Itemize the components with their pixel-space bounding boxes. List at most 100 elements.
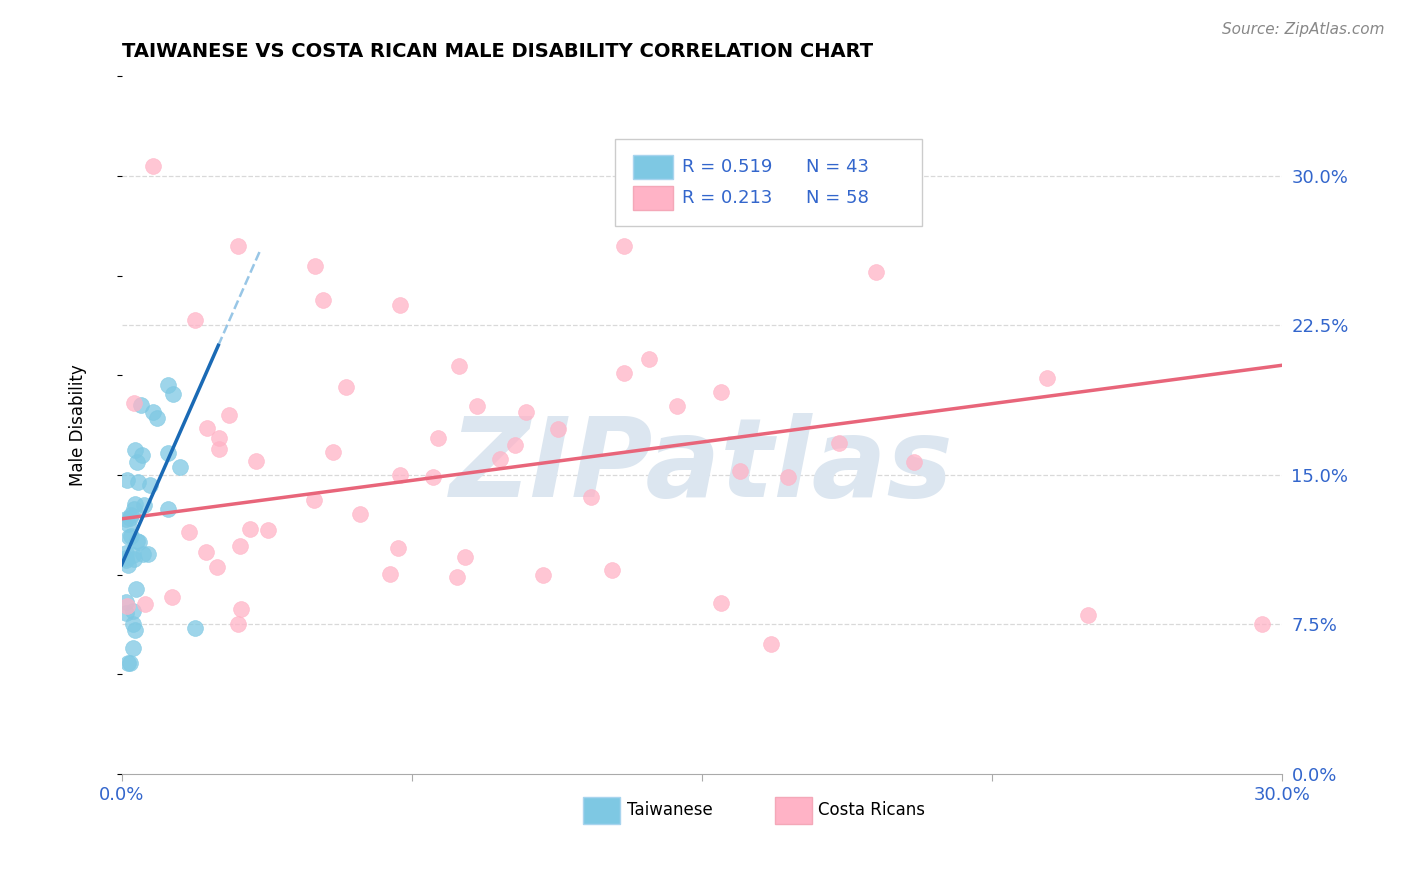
Point xyxy=(118,530,141,544)
Point xyxy=(138,548,160,562)
Point xyxy=(1077,607,1099,622)
Point xyxy=(387,541,409,556)
Point xyxy=(114,550,136,565)
Point xyxy=(120,529,142,543)
Point xyxy=(422,470,444,484)
Text: N = 43: N = 43 xyxy=(806,158,869,176)
Point xyxy=(205,560,228,574)
Point xyxy=(122,501,145,516)
Point xyxy=(728,464,751,478)
Point xyxy=(184,622,207,636)
Point xyxy=(128,534,150,549)
Point xyxy=(447,359,470,374)
Point xyxy=(239,523,262,537)
Point xyxy=(312,293,335,307)
Point xyxy=(503,438,526,452)
Text: ZIPatlas: ZIPatlas xyxy=(450,414,953,521)
Point xyxy=(127,475,149,489)
Point xyxy=(125,455,148,469)
Point xyxy=(229,601,252,615)
Point xyxy=(488,452,510,467)
Point xyxy=(142,159,165,173)
Point xyxy=(349,507,371,521)
FancyBboxPatch shape xyxy=(633,186,672,211)
Point xyxy=(115,599,138,613)
Point xyxy=(454,550,477,565)
Point xyxy=(120,656,142,670)
Point xyxy=(117,516,139,531)
Text: Taiwanese: Taiwanese xyxy=(627,801,713,820)
Text: R = 0.213: R = 0.213 xyxy=(682,189,772,207)
Point xyxy=(157,502,180,516)
FancyBboxPatch shape xyxy=(583,797,620,824)
Point xyxy=(710,596,733,610)
Point xyxy=(114,546,136,560)
Point xyxy=(776,470,799,484)
Point xyxy=(122,617,145,632)
Point xyxy=(613,366,636,380)
Point xyxy=(581,491,603,505)
Point xyxy=(515,405,537,419)
Point xyxy=(245,454,267,468)
Text: Source: ZipAtlas.com: Source: ZipAtlas.com xyxy=(1222,22,1385,37)
Text: Male Disability: Male Disability xyxy=(69,364,87,486)
Point xyxy=(120,508,142,522)
Point xyxy=(124,497,146,511)
Point xyxy=(122,396,145,410)
Point xyxy=(131,448,153,462)
Point xyxy=(229,539,252,553)
Point xyxy=(208,442,231,456)
Point xyxy=(378,566,401,581)
Point xyxy=(335,379,357,393)
Text: TAIWANESE VS COSTA RICAN MALE DISABILITY CORRELATION CHART: TAIWANESE VS COSTA RICAN MALE DISABILITY… xyxy=(122,42,873,61)
Point xyxy=(602,563,624,577)
Point xyxy=(226,238,249,252)
Point xyxy=(115,606,138,620)
Point xyxy=(124,624,146,638)
Point xyxy=(117,558,139,572)
Point xyxy=(134,597,156,611)
Point xyxy=(1251,617,1274,632)
Point xyxy=(388,468,411,483)
Point xyxy=(122,552,145,566)
Point xyxy=(613,238,636,252)
Point xyxy=(865,264,887,278)
Point xyxy=(122,604,145,618)
Point xyxy=(115,473,138,487)
Point xyxy=(160,590,183,604)
Text: N = 58: N = 58 xyxy=(806,189,869,207)
Text: Costa Ricans: Costa Ricans xyxy=(818,801,925,820)
Point xyxy=(302,492,325,507)
Point xyxy=(157,446,180,460)
Point xyxy=(446,569,468,583)
Point xyxy=(142,405,165,419)
Point xyxy=(827,436,849,450)
Point xyxy=(129,398,152,412)
Point xyxy=(132,547,155,561)
Point xyxy=(146,410,169,425)
Point xyxy=(125,582,148,596)
Point xyxy=(256,523,278,537)
Point xyxy=(184,312,207,326)
Point xyxy=(114,595,136,609)
Point xyxy=(710,385,733,400)
Point xyxy=(208,431,231,445)
Point xyxy=(177,525,200,540)
Point xyxy=(195,545,218,559)
Text: R = 0.519: R = 0.519 xyxy=(682,158,772,176)
Point xyxy=(122,641,145,656)
Point xyxy=(304,259,326,273)
Point xyxy=(322,445,344,459)
FancyBboxPatch shape xyxy=(633,155,672,178)
Point xyxy=(162,386,184,401)
Point xyxy=(465,399,488,413)
Point xyxy=(139,478,162,492)
Point xyxy=(531,567,554,582)
Point xyxy=(903,455,925,469)
Point xyxy=(426,431,449,445)
FancyBboxPatch shape xyxy=(775,797,811,824)
Point xyxy=(114,553,136,567)
Point xyxy=(120,511,142,525)
Point xyxy=(125,534,148,549)
FancyBboxPatch shape xyxy=(614,139,922,227)
